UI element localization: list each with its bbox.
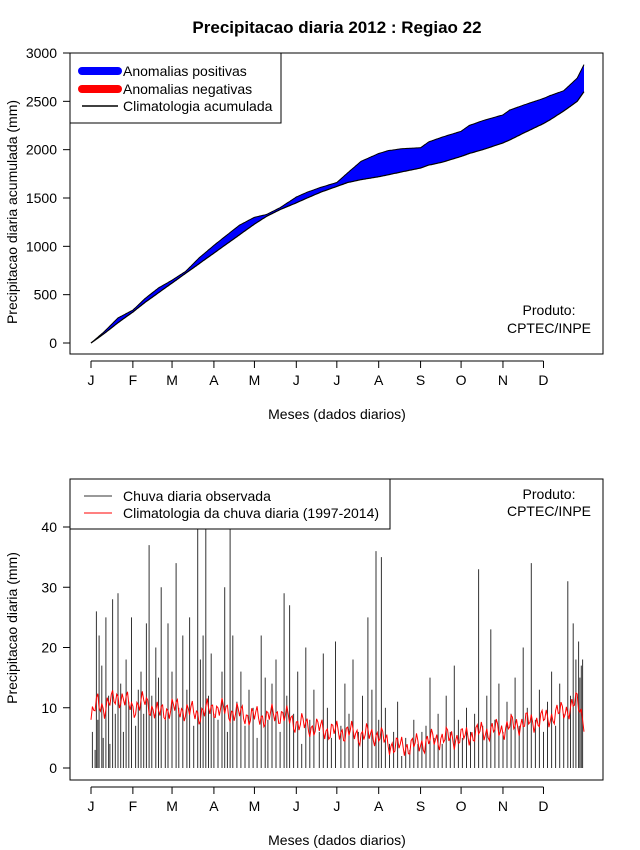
chart-title: Precipitacao diaria 2012 : Regiao 22 [192, 18, 481, 37]
top-y-tick-label: 3000 [26, 45, 57, 61]
top-climatology-line [90, 91, 585, 344]
top-y-tick-label: 2500 [26, 93, 57, 109]
bottom-x-tick-label: A [209, 798, 219, 814]
bottom-x-axis-label: Meses (dados diarios) [268, 832, 406, 848]
legend-positive-label: Anomalias positivas [123, 63, 247, 79]
top-x-tick-label: D [538, 372, 548, 388]
bottom-x-tick-label: J [333, 798, 340, 814]
bottom-x-tick-label: F [129, 798, 138, 814]
top-observed-line [90, 64, 585, 344]
bottom-x-tick-label: O [456, 798, 467, 814]
legend-climatology-daily-label: Climatologia da chuva diaria (1997-2014) [123, 505, 379, 521]
bottom-panel: 0 10 20 30 40 J F M A M J J A S O N D Precipitacao diar… [4, 478, 604, 848]
bottom-x-tick-label: A [374, 798, 384, 814]
bottom-y-axis: 0 10 20 30 40 [41, 519, 71, 776]
legend-climatology-label: Climatologia acumulada [123, 98, 273, 114]
bottom-x-tick-label: M [166, 798, 178, 814]
bottom-y-tick-label: 0 [49, 760, 57, 776]
bottom-x-tick-label: M [249, 798, 261, 814]
top-x-tick-label: A [209, 372, 219, 388]
bottom-x-tick-label: N [498, 798, 508, 814]
bottom-legend: Chuva diaria observada Climatologia da c… [69, 478, 391, 530]
top-y-axis: 0 500 1000 1500 2000 2500 3000 [26, 45, 71, 351]
top-x-tick-label: M [166, 372, 178, 388]
top-legend: Anomalias positivas Anomalias negativas … [69, 52, 282, 124]
bottom-y-tick-label: 20 [41, 640, 57, 656]
top-x-tick-label: M [249, 372, 261, 388]
top-x-tick-label: J [333, 372, 340, 388]
top-y-tick-label: 2000 [26, 142, 57, 158]
top-x-tick-label: S [416, 372, 425, 388]
bottom-y-tick-label: 30 [41, 579, 57, 595]
bottom-x-tick-label: J [293, 798, 300, 814]
legend-negative-label: Anomalias negativas [123, 81, 252, 97]
bottom-x-tick-label: J [88, 798, 95, 814]
bottom-y-axis-label: Precipitacao diaria (mm) [4, 552, 20, 704]
top-anomaly-area [91, 64, 584, 343]
top-x-tick-label: N [498, 372, 508, 388]
top-x-tick-label: O [456, 372, 467, 388]
top-product-source: CPTEC/INPE [507, 320, 591, 336]
bottom-y-tick-label: 10 [41, 700, 57, 716]
top-x-tick-label: J [293, 372, 300, 388]
top-x-tick-label: F [129, 372, 138, 388]
top-product-label: Produto: [523, 302, 576, 318]
top-y-tick-label: 1500 [26, 190, 57, 206]
bottom-climatology-line [90, 690, 585, 756]
top-x-tick-label: J [88, 372, 95, 388]
top-y-tick-label: 0 [49, 335, 57, 351]
top-y-tick-label: 1000 [26, 238, 57, 254]
legend-observed-label: Chuva diaria observada [123, 488, 271, 504]
bottom-observed-bars [91, 527, 584, 768]
top-y-tick-label: 500 [34, 287, 58, 303]
bottom-product-label: Produto: [523, 486, 576, 502]
bottom-legend-box [69, 478, 391, 530]
top-x-tick-label: A [374, 372, 384, 388]
bottom-y-tick-label: 40 [41, 519, 57, 535]
top-x-axis-label: Meses (dados diarios) [268, 406, 406, 422]
bottom-x-tick-label: D [538, 798, 548, 814]
top-y-axis-label: Precipitacao diaria acumulada (mm) [4, 100, 20, 324]
bottom-product-source: CPTEC/INPE [507, 503, 591, 519]
top-panel: 0 500 1000 1500 2000 2500 3000 J F M A M J J A S O N D Pr… [4, 45, 604, 422]
bottom-x-tick-label: S [416, 798, 425, 814]
